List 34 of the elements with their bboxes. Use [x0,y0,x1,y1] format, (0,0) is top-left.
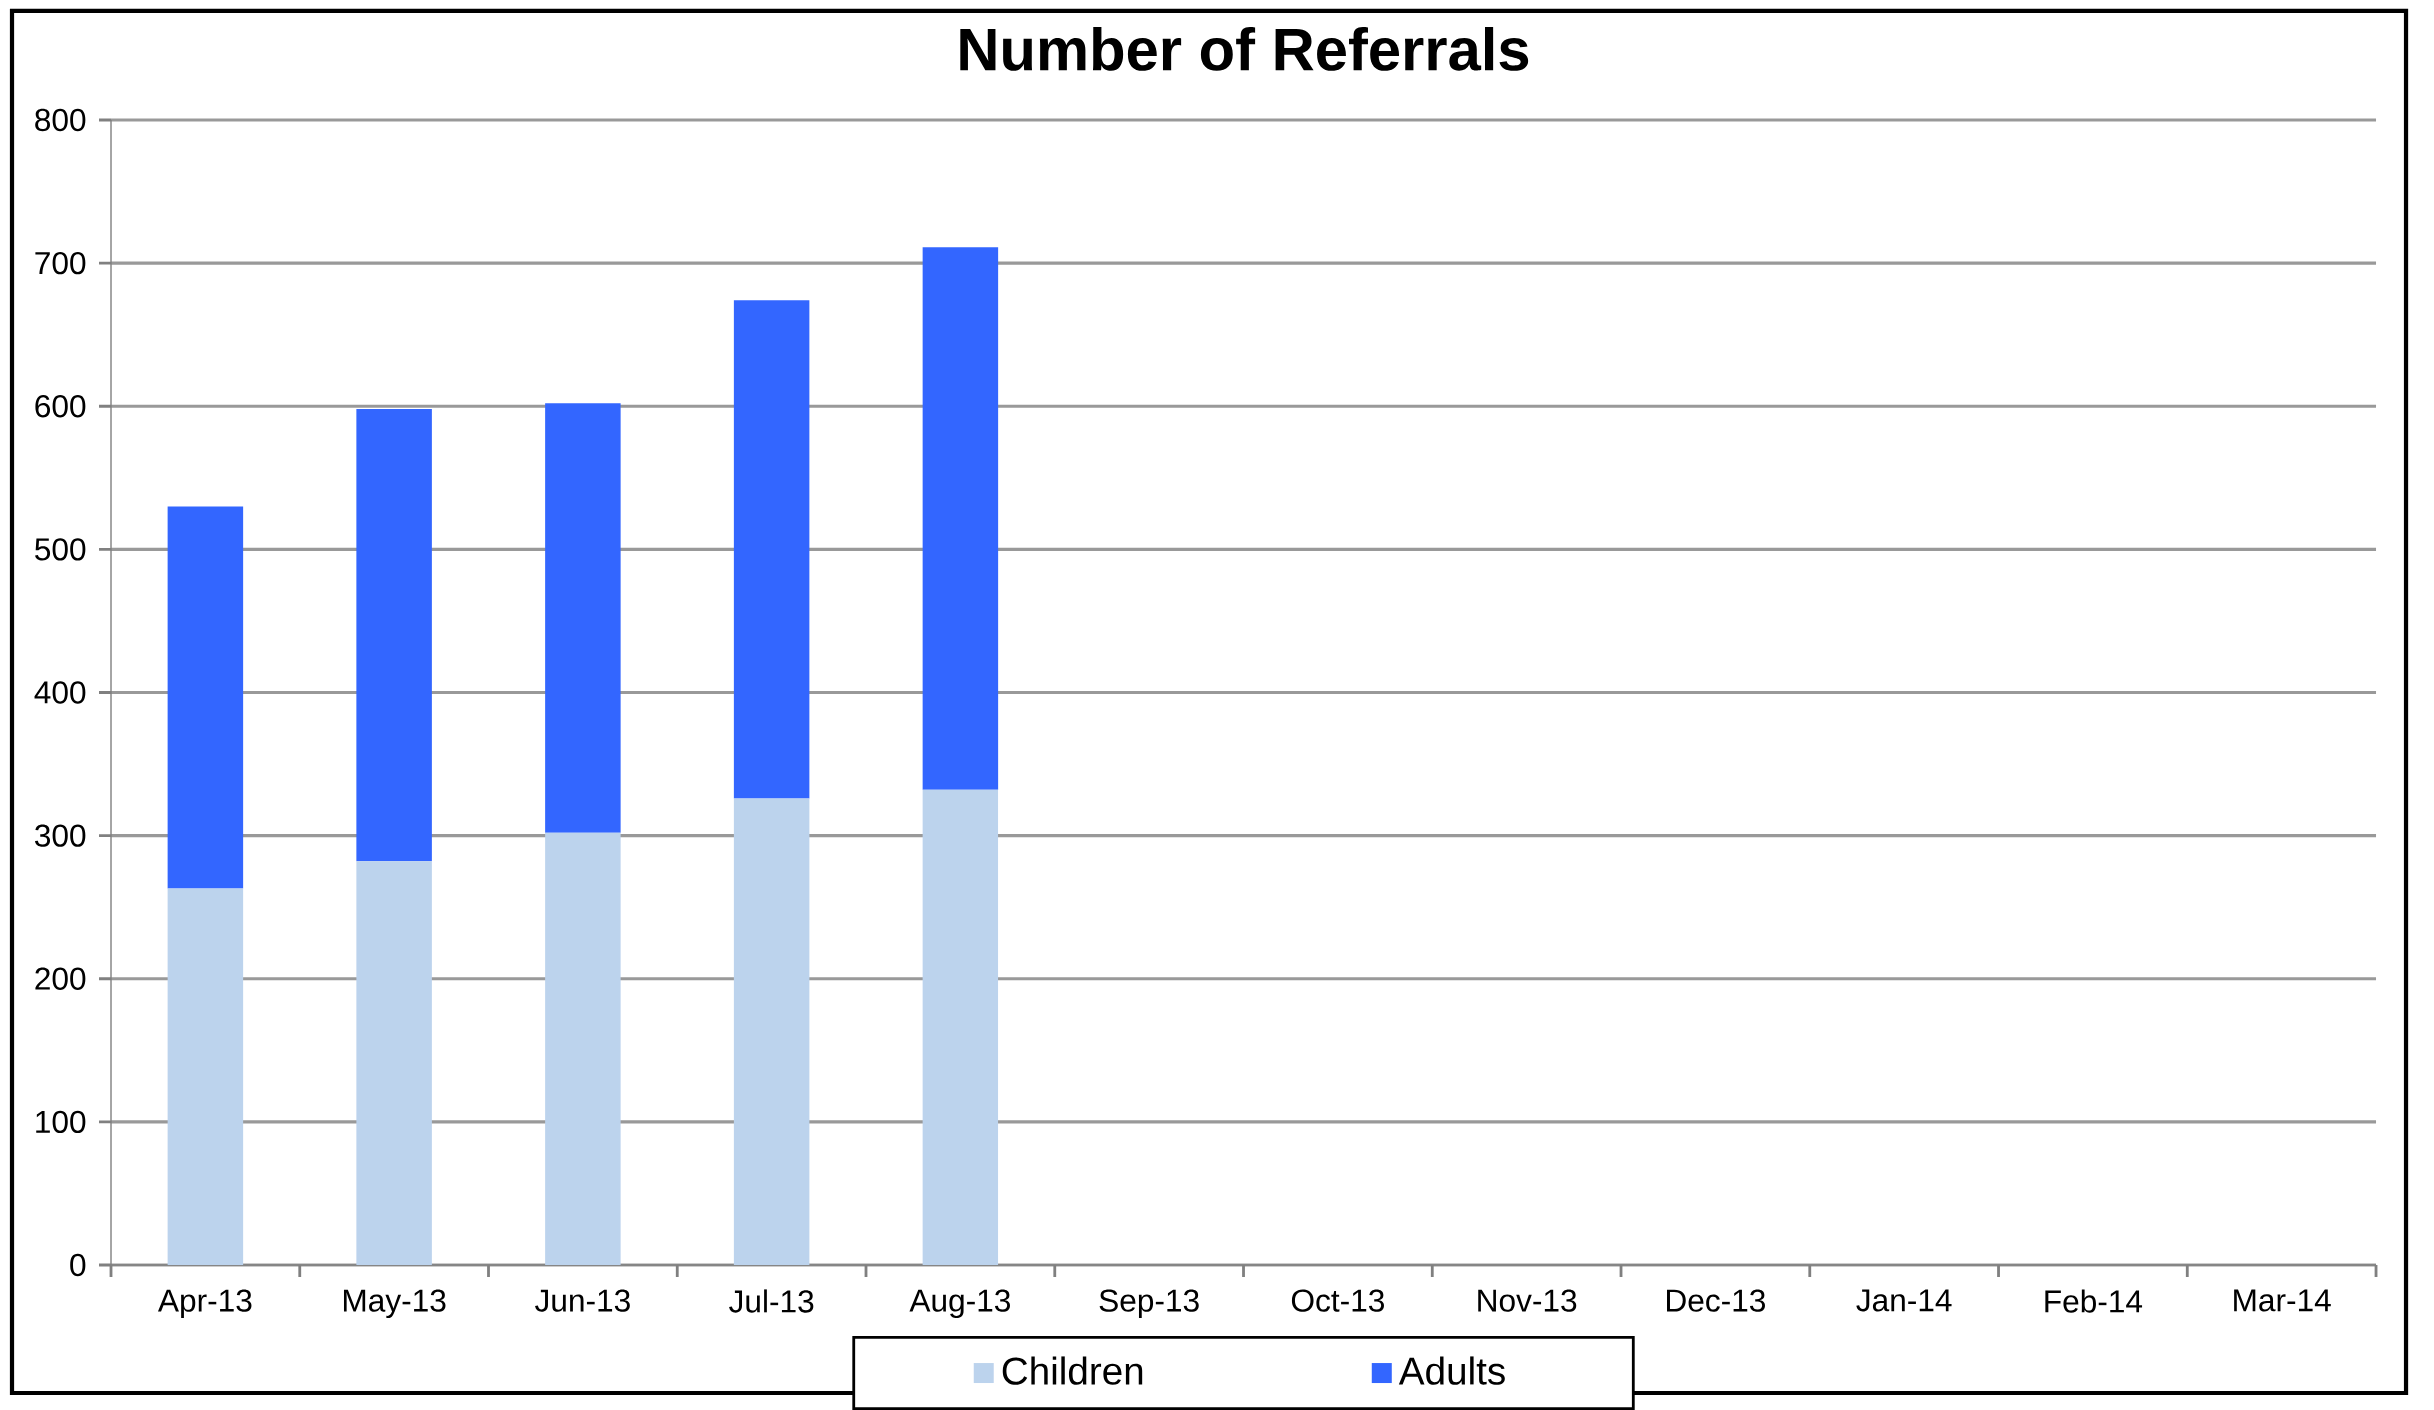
bar [922,247,999,790]
x-tick-label: Aug-13 [909,1289,1010,1318]
x-tick-label: Dec-13 [1667,1289,1765,1312]
x-tick-label: Oct-13 [1291,1289,1384,1312]
bar [733,300,810,799]
x-tick-label: Sep-13 [1099,1289,1199,1318]
y-tick-label: 600 [35,394,86,418]
bar [167,506,244,889]
bar [356,409,432,862]
x-tick-label: Jul-13 [729,1289,814,1313]
bar [167,888,244,1265]
x-tick-label: Jan-14 [1856,1289,1952,1312]
chart-title: Number of Referrals [960,26,1529,71]
x-tick-label: Jun-13 [535,1289,630,1312]
y-tick-label: 400 [34,681,86,704]
x-tick-label: Feb-14 [2045,1289,2143,1313]
bar [356,861,432,1265]
y-tick-label: 100 [36,1110,86,1134]
x-tick-label: Mar-14 [2234,1289,2331,1312]
y-tick-label: 700 [35,251,86,275]
bar [545,832,621,1265]
bar [733,798,810,1265]
y-tick-label: 200 [35,967,86,990]
y-tick-label: 800 [35,108,86,132]
x-tick-label: Apr-13 [157,1289,252,1318]
y-tick-label: 500 [35,538,86,561]
y-tick-label: 300 [35,824,86,847]
legend-label: Adults [1398,1356,1505,1385]
x-tick-label: Nov-13 [1478,1289,1577,1312]
x-tick-label: May-13 [343,1289,446,1318]
y-tick-label: 0 [70,1253,86,1277]
bar [922,789,999,1265]
legend-label: Children [1002,1356,1143,1385]
bar [545,403,621,833]
